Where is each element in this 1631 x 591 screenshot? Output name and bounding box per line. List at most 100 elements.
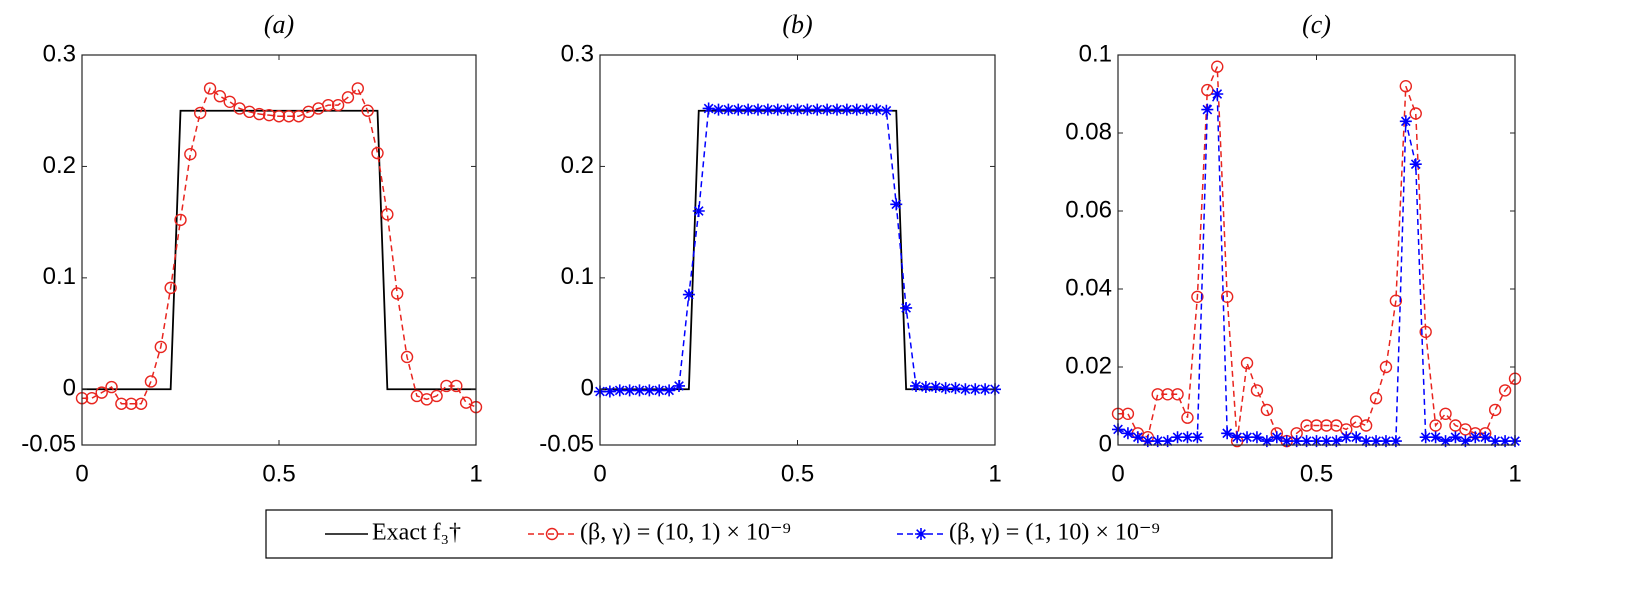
marker-asterisk	[1489, 435, 1502, 448]
marker-circle	[1310, 419, 1323, 432]
series-line	[82, 109, 476, 391]
marker-circle	[213, 90, 227, 103]
marker-circle	[341, 91, 355, 104]
marker-circle	[85, 392, 99, 405]
y-tick-label: 0.3	[561, 40, 594, 67]
marker-asterisk	[1389, 435, 1402, 448]
marker-circle	[1171, 388, 1184, 401]
marker-asterisk	[1201, 103, 1214, 116]
marker-asterisk	[1340, 431, 1353, 444]
marker-asterisk	[1429, 431, 1442, 444]
marker-asterisk	[633, 384, 646, 397]
marker-asterisk	[613, 384, 626, 397]
marker-asterisk	[969, 383, 982, 396]
marker-circle	[1429, 419, 1442, 432]
series-line	[1118, 66, 1516, 443]
y-tick-label: 0	[581, 375, 594, 402]
marker-asterisk	[1360, 435, 1373, 448]
marker-circle	[203, 82, 217, 95]
marker-asterisk	[900, 301, 913, 314]
marker-circle	[1300, 419, 1313, 432]
marker-circle	[1439, 407, 1452, 420]
marker-asterisk	[673, 379, 685, 392]
marker-asterisk	[929, 381, 942, 394]
marker-circle	[262, 108, 276, 122]
marker-circle	[1369, 392, 1383, 405]
marker-circle	[1161, 388, 1174, 401]
marker-circle	[391, 287, 404, 300]
marker-circle	[1121, 407, 1135, 420]
marker-asterisk	[1439, 435, 1452, 448]
legend-label: Exact f₃†	[372, 520, 461, 546]
marker-circle	[1409, 107, 1422, 120]
marker-circle	[193, 106, 207, 120]
marker-circle	[1260, 403, 1274, 417]
marker-circle	[164, 281, 177, 295]
marker-circle	[253, 107, 266, 121]
marker-asterisk	[880, 104, 893, 117]
marker-asterisk	[1459, 435, 1472, 448]
marker-circle	[430, 389, 443, 403]
y-tick-label: 0.2	[43, 152, 76, 179]
marker-asterisk	[821, 103, 834, 116]
marker-asterisk	[915, 528, 927, 540]
axes-box	[1117, 54, 1516, 446]
marker-circle	[331, 98, 345, 112]
marker-circle	[1250, 384, 1264, 397]
x-tick-label: 0	[1111, 460, 1124, 487]
marker-asterisk	[1221, 427, 1234, 440]
marker-asterisk	[1161, 435, 1174, 448]
marker-circle	[1359, 419, 1373, 432]
marker-circle	[400, 350, 414, 364]
marker-asterisk	[623, 384, 636, 397]
marker-asterisk	[1370, 435, 1383, 448]
marker-asterisk	[761, 103, 774, 116]
marker-asterisk	[742, 103, 755, 116]
panel-title: (b)	[782, 10, 812, 39]
marker-asterisk	[1479, 431, 1492, 444]
x-tick-label: 0	[593, 460, 606, 487]
marker-asterisk	[1469, 431, 1482, 444]
marker-asterisk	[1241, 431, 1254, 444]
marker-asterisk	[771, 103, 784, 116]
marker-circle	[174, 213, 187, 227]
y-tick-label: 0.04	[1065, 274, 1112, 301]
panel-title: (a)	[264, 10, 294, 39]
marker-asterisk	[979, 383, 992, 396]
marker-circle	[1419, 325, 1432, 339]
marker-asterisk	[801, 103, 814, 116]
legend-label: (β, γ) = (1, 10) × 10⁻⁹	[949, 520, 1160, 546]
series-line	[82, 87, 477, 408]
marker-circle	[125, 397, 138, 410]
marker-asterisk	[702, 102, 715, 115]
marker-circle	[440, 379, 453, 393]
x-tick-label: 0.5	[781, 460, 814, 487]
marker-asterisk	[949, 382, 962, 395]
marker-circle	[322, 98, 335, 112]
marker-circle	[105, 380, 118, 394]
marker-asterisk	[1260, 435, 1273, 448]
marker-asterisk	[791, 103, 804, 116]
y-tick-label: -0.05	[539, 430, 594, 457]
marker-asterisk	[692, 205, 705, 217]
marker-asterisk	[811, 103, 824, 116]
marker-circle	[95, 386, 108, 399]
marker-asterisk	[663, 384, 676, 397]
marker-circle	[1181, 411, 1194, 424]
marker-asterisk	[860, 103, 873, 116]
series-line	[600, 109, 995, 391]
marker-circle	[134, 397, 148, 410]
marker-asterisk	[1499, 435, 1512, 448]
marker-circle	[115, 397, 128, 410]
x-tick-label: 1	[469, 460, 482, 487]
marker-asterisk	[919, 381, 932, 394]
marker-asterisk	[1409, 158, 1422, 171]
y-tick-label: 0.1	[1079, 40, 1112, 67]
marker-circle	[282, 110, 296, 123]
marker-asterisk	[712, 103, 725, 116]
marker-circle	[1379, 360, 1393, 374]
marker-circle	[223, 95, 236, 109]
marker-circle	[154, 340, 168, 354]
marker-asterisk	[840, 103, 853, 116]
